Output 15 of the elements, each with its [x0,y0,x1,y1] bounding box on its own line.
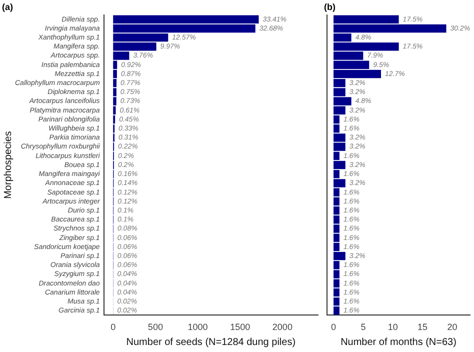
x-tick-label: 10 [388,322,398,332]
x-tick-label: 2000 [272,322,292,332]
x-axis-title: Number of months (N=63) [340,336,456,348]
x-tick-label: 0 [331,322,336,332]
x-tick-label: 0 [110,322,116,332]
x-tick-label: 15 [418,322,428,332]
x-tick-label: 1500 [230,322,250,332]
x-tick-label: 1000 [188,322,208,332]
y-axis-title: Morphospecies [2,131,14,199]
x-tick-label: 500 [148,322,163,332]
x-tick-label: 5 [360,322,366,332]
text: (a) [2,2,13,12]
chart-title: (b) [324,2,336,12]
x-axis-title: Number of seeds (N=1284 dung piles) [126,336,296,348]
x-tick-label: 20 [447,322,458,332]
